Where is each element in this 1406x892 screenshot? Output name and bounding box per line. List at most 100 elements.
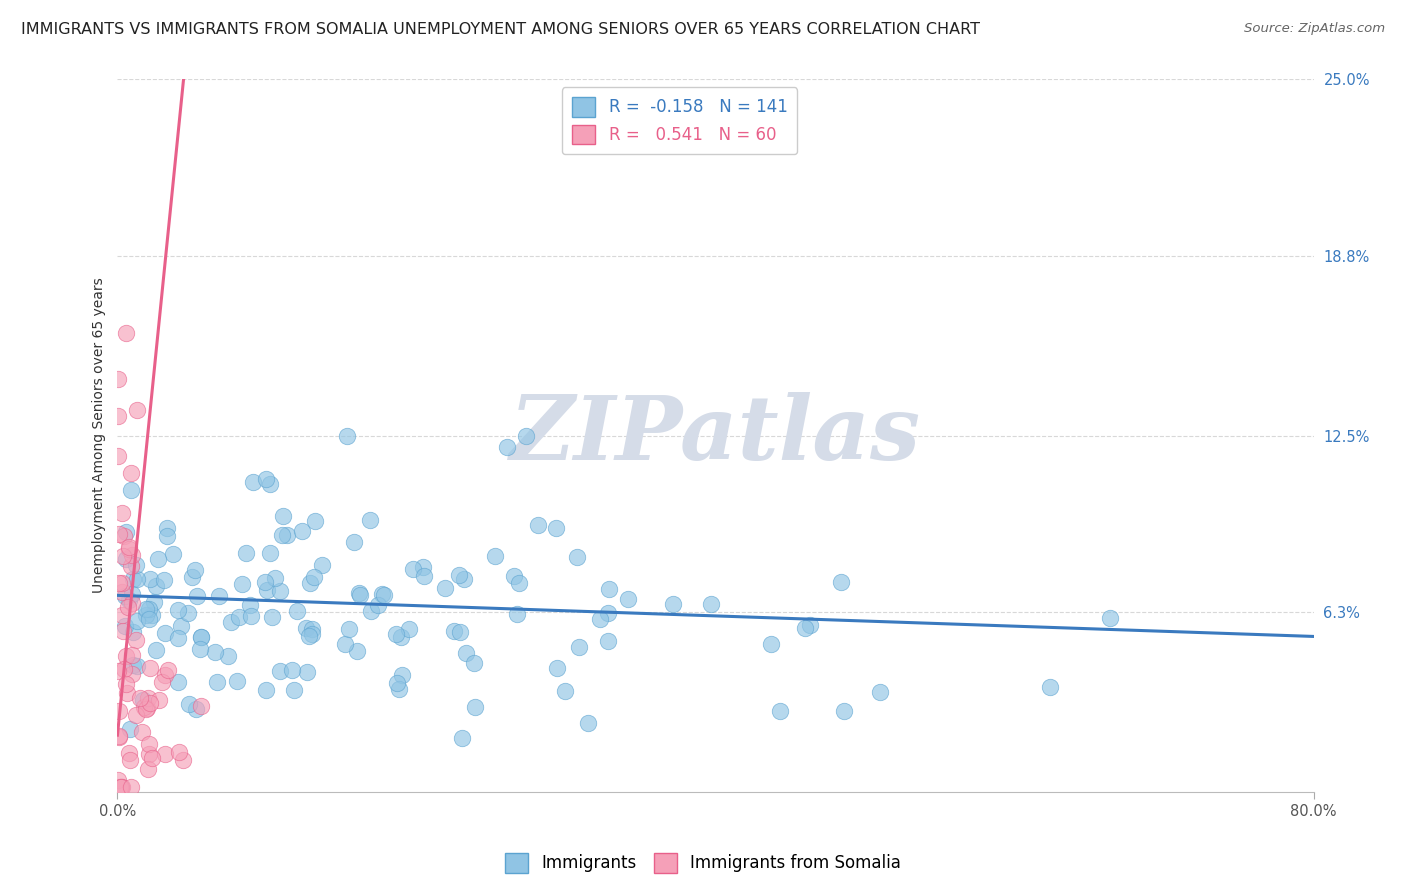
Point <box>463 656 485 670</box>
Point <box>111 585 134 599</box>
Point <box>122 624 145 639</box>
Point <box>337 622 360 636</box>
Point <box>114 589 136 603</box>
Point <box>108 730 131 744</box>
Point <box>484 549 506 563</box>
Point <box>205 674 228 689</box>
Point <box>166 603 188 617</box>
Point <box>141 751 163 765</box>
Point <box>114 619 136 633</box>
Point <box>120 558 142 573</box>
Point <box>271 528 294 542</box>
Point <box>107 409 129 423</box>
Point <box>138 572 160 586</box>
Point <box>121 572 143 586</box>
Point <box>231 577 253 591</box>
Point <box>108 576 131 591</box>
Point <box>136 690 159 705</box>
Point <box>1098 610 1121 624</box>
Point <box>132 700 155 714</box>
Point <box>793 622 815 636</box>
Point <box>254 682 277 697</box>
Point <box>121 648 143 662</box>
Point <box>115 686 138 700</box>
Point <box>190 630 212 644</box>
Point <box>336 428 359 442</box>
Point <box>235 546 257 560</box>
Point <box>830 574 852 589</box>
Point <box>294 621 316 635</box>
Point <box>412 560 434 574</box>
Point <box>125 558 148 572</box>
Text: ZIPatlas: ZIPatlas <box>510 392 921 479</box>
Point <box>135 607 157 622</box>
Point <box>118 746 141 760</box>
Point <box>156 529 179 543</box>
Point <box>136 701 159 715</box>
Legend: Immigrants, Immigrants from Somalia: Immigrants, Immigrants from Somalia <box>498 847 908 880</box>
Point <box>598 582 620 596</box>
Point <box>495 440 517 454</box>
Point <box>298 575 321 590</box>
Point <box>138 737 160 751</box>
Point <box>259 546 281 560</box>
Point <box>240 609 263 624</box>
Point <box>242 475 264 490</box>
Point <box>565 550 588 565</box>
Point <box>107 449 129 463</box>
Point <box>138 612 160 626</box>
Point <box>464 699 486 714</box>
Point <box>190 698 212 713</box>
Point <box>219 615 242 629</box>
Point <box>141 608 163 623</box>
Point <box>453 572 475 586</box>
Point <box>700 597 723 611</box>
Point <box>145 643 167 657</box>
Point <box>153 625 176 640</box>
Point <box>111 624 134 639</box>
Point <box>598 634 620 648</box>
Point <box>398 622 420 636</box>
Point <box>107 772 129 787</box>
Point <box>169 744 191 758</box>
Point <box>121 666 143 681</box>
Point <box>115 649 138 664</box>
Point <box>125 572 148 586</box>
Point <box>110 780 132 794</box>
Point <box>153 573 176 587</box>
Point <box>115 326 138 340</box>
Point <box>515 428 537 442</box>
Point <box>256 582 278 597</box>
Point <box>110 780 132 794</box>
Point <box>190 630 212 644</box>
Point <box>302 570 325 584</box>
Point <box>145 578 167 592</box>
Point <box>107 664 129 678</box>
Point <box>304 514 326 528</box>
Point <box>505 607 527 622</box>
Point <box>172 753 194 767</box>
Point <box>568 640 591 654</box>
Point <box>759 637 782 651</box>
Point <box>118 753 141 767</box>
Point <box>281 663 304 677</box>
Point <box>371 587 394 601</box>
Point <box>122 658 145 673</box>
Point <box>110 608 132 623</box>
Point <box>373 588 395 602</box>
Point <box>107 371 129 385</box>
Point <box>238 598 260 612</box>
Point <box>138 747 160 761</box>
Point <box>118 592 141 607</box>
Point <box>112 661 135 675</box>
Point <box>269 665 291 679</box>
Point <box>434 582 457 596</box>
Point <box>301 622 323 636</box>
Point <box>127 403 149 417</box>
Point <box>167 674 190 689</box>
Point <box>271 509 294 524</box>
Point <box>769 704 792 718</box>
Point <box>1039 680 1062 694</box>
Point <box>120 466 142 480</box>
Point <box>121 549 143 563</box>
